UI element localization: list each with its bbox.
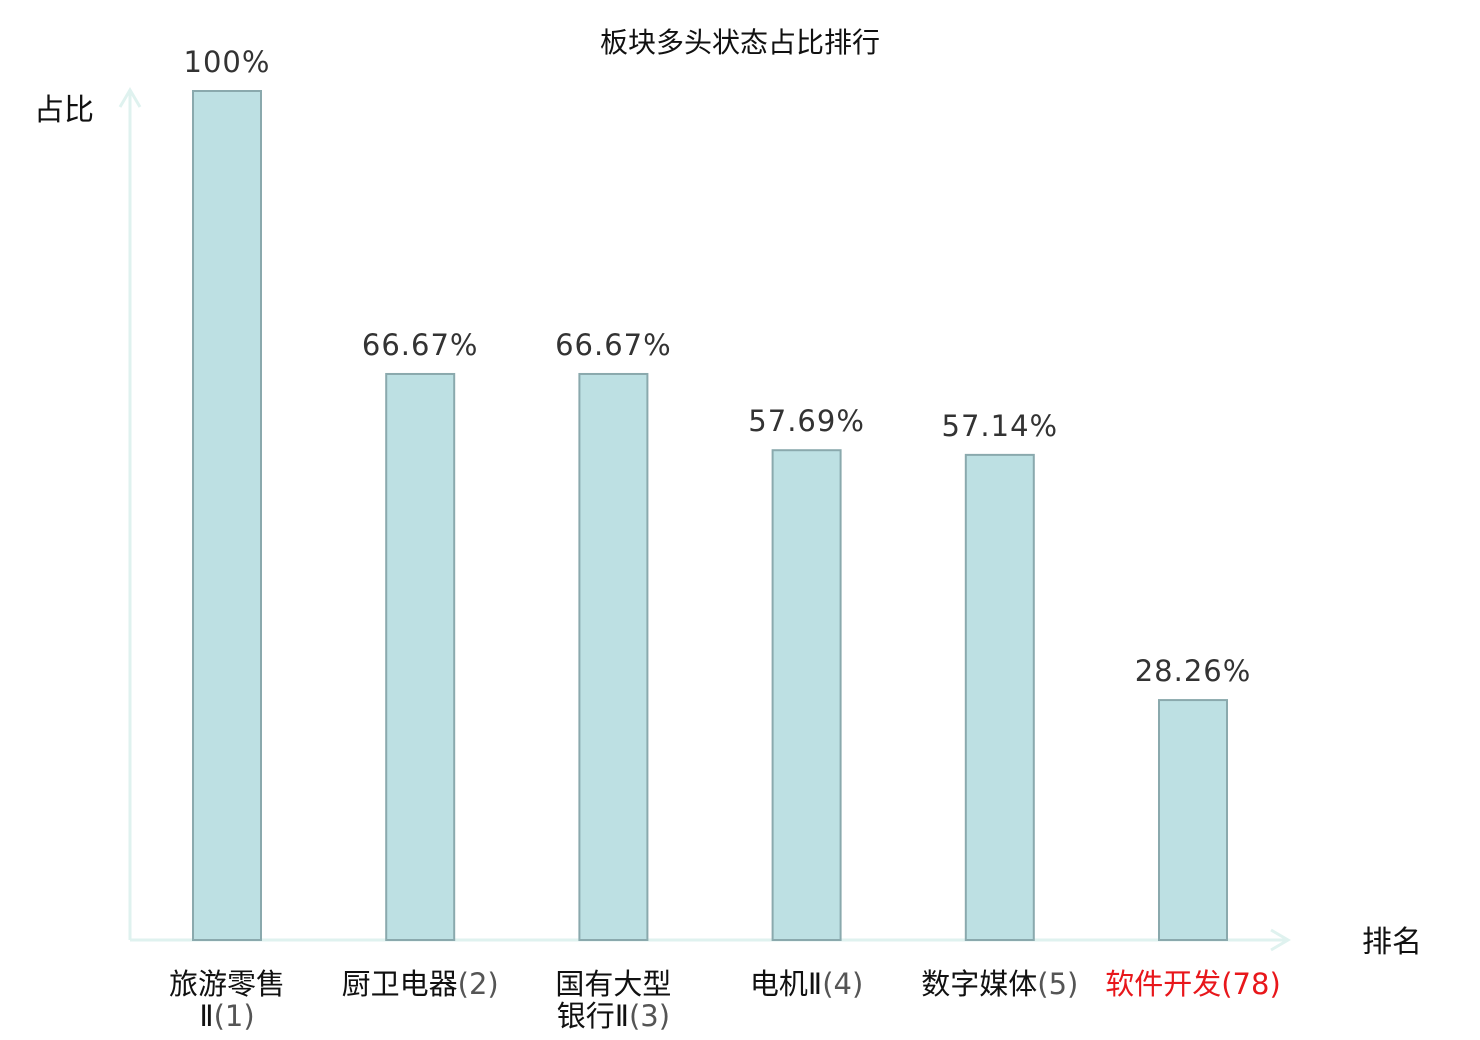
bar-3 [578,372,649,942]
value-label-5: 57.14% [942,409,1059,443]
y-axis-label: 占比 [34,93,94,128]
bar-6 [1158,699,1228,941]
x-axis-arrow-icon [1270,928,1291,952]
bar-4 [771,449,842,941]
bar-5 [964,453,1035,941]
value-label-2: 66.67% [362,328,479,362]
value-label-3: 66.67% [555,328,672,362]
axes [118,87,1291,952]
tick-labels-group: 旅游零售 Ⅱ(1) 厨卫电器(2) 国有大型银行Ⅱ(3) 电机Ⅱ(4) 数字媒体(5) 软件… [169,967,1281,1033]
x-axis-label: 排名 [1362,925,1422,960]
value-label-4: 57.69% [748,404,865,438]
y-axis-arrow-icon [118,87,142,108]
bar-2 [385,372,456,942]
value-label-1: 100% [184,45,271,79]
bars-group [192,90,1228,942]
tick-label-2: 厨卫电器(2) [342,967,499,1001]
bar-1 [192,90,262,941]
tick-label-6: 软件开发(78) [1105,967,1281,1001]
value-labels-group: 100% 66.67% 66.67% 57.69% 57.14% 28.26% [184,45,1252,688]
tick-label-4: 电机Ⅱ(4) [750,967,863,1001]
tick-label-5: 数字媒体(5) [921,967,1078,1001]
tick-label-3: 国有大型银行Ⅱ(3) [555,967,671,1033]
tick-label-1: 旅游零售 Ⅱ(1) [169,967,285,1033]
value-label-6: 28.26% [1135,654,1252,688]
chart-title: 板块多头状态占比排行 [600,26,880,59]
